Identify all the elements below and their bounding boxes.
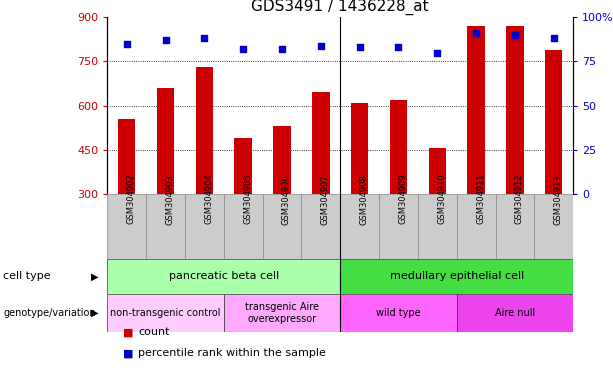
Bar [185,194,224,259]
Bar [351,103,368,194]
Bar [157,88,174,194]
Text: Aire null: Aire null [495,308,535,318]
Bar [340,259,573,294]
Point [199,35,209,41]
Text: ■: ■ [123,348,134,358]
Text: medullary epithelial cell: medullary epithelial cell [389,271,524,281]
Text: GSM304908: GSM304908 [360,174,368,225]
Point [122,41,132,47]
Text: GSM304902: GSM304902 [127,174,135,225]
Point [161,37,170,43]
Bar [340,194,379,259]
Text: wild type: wild type [376,308,421,318]
Bar [273,126,291,194]
Text: ▶: ▶ [91,308,99,318]
Point [432,50,442,56]
Point [277,46,287,52]
Text: GSM304911: GSM304911 [476,174,485,225]
Point [238,46,248,52]
Bar [428,148,446,194]
Text: genotype/variation: genotype/variation [3,308,96,318]
Bar [107,194,146,259]
Point [355,44,365,50]
Text: GSM304906: GSM304906 [282,174,291,225]
Text: GSM304909: GSM304909 [398,174,408,225]
Bar [146,194,185,259]
Bar [495,194,535,259]
Text: ■: ■ [123,327,134,337]
Text: GSM304913: GSM304913 [554,174,563,225]
Bar [302,194,340,259]
Text: percentile rank within the sample: percentile rank within the sample [138,348,326,358]
Bar [340,294,457,332]
Text: GSM304903: GSM304903 [166,174,175,225]
Bar [224,194,262,259]
Text: non-transgenic control: non-transgenic control [110,308,221,318]
Text: count: count [138,327,169,337]
Bar [390,100,407,194]
Bar [262,194,302,259]
Text: pancreatic beta cell: pancreatic beta cell [169,271,279,281]
Text: GSM304905: GSM304905 [243,174,252,225]
Bar [545,50,563,194]
Bar [535,194,573,259]
Bar [457,294,573,332]
Bar [418,194,457,259]
Bar [312,93,330,194]
Point [549,35,558,41]
Text: ▶: ▶ [91,271,99,281]
Point [316,43,326,49]
Text: GSM304910: GSM304910 [437,174,446,225]
Title: GDS3491 / 1436228_at: GDS3491 / 1436228_at [251,0,429,15]
Bar [457,194,495,259]
Point [510,32,520,38]
Bar [196,67,213,194]
Bar [107,259,340,294]
Bar [118,119,135,194]
Text: GSM304904: GSM304904 [204,174,213,225]
Bar [224,294,340,332]
Text: cell type: cell type [3,271,51,281]
Bar [107,294,224,332]
Text: GSM304912: GSM304912 [515,174,524,225]
Point [394,44,403,50]
Bar [234,138,252,194]
Bar [506,26,524,194]
Text: transgenic Aire
overexpressor: transgenic Aire overexpressor [245,302,319,324]
Point [471,30,481,36]
Bar [379,194,418,259]
Text: GSM304907: GSM304907 [321,174,330,225]
Bar [467,26,485,194]
